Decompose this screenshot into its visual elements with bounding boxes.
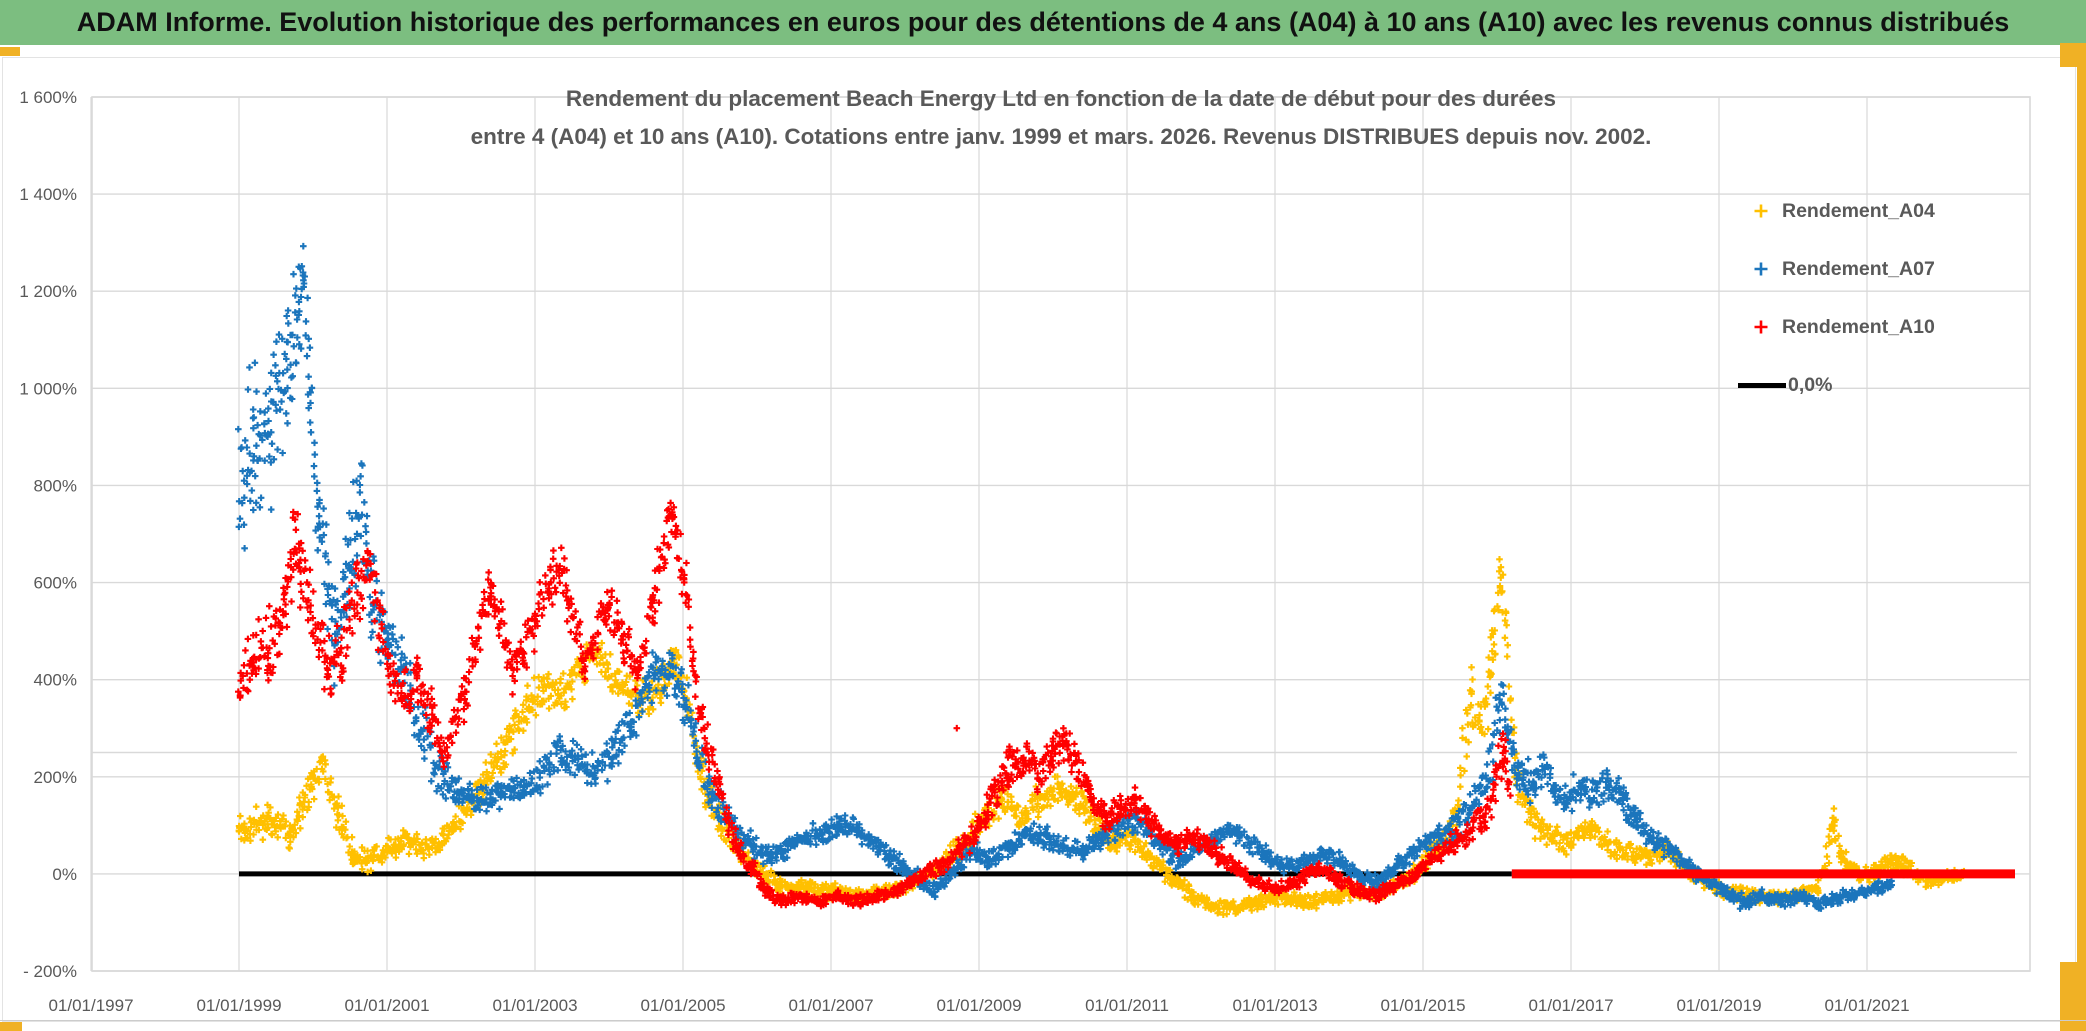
- bottom-divider: [0, 1020, 2086, 1021]
- series-Rendement_A10: [235, 499, 1514, 910]
- gold-right-bar: [2077, 45, 2086, 1031]
- svg-text:1 400%: 1 400%: [19, 185, 77, 204]
- y-tick-labels: 1 600% 1 400% 1 200% 1 000% 800% 600% 400% 200%…: [19, 88, 77, 981]
- plus-marker-icon: [1754, 204, 1768, 218]
- zero-line-swatch: [1738, 382, 1786, 388]
- page-title-bar: ADAM Informe. Evolution historique des p…: [0, 0, 2086, 45]
- svg-text:01/01/2015: 01/01/2015: [1380, 996, 1465, 1015]
- legend-label: Rendement_A10: [1782, 315, 1935, 338]
- svg-text:600%: 600%: [34, 574, 77, 593]
- legend-label: Rendement_A07: [1782, 257, 1935, 280]
- x-tick-labels: 01/01/1997 01/01/1999 01/01/2001 01/01/2003…: [48, 996, 1909, 1015]
- svg-text:01/01/2003: 01/01/2003: [492, 996, 577, 1015]
- gold-bottom-left-tab: [0, 1022, 22, 1031]
- svg-text:01/01/2011: 01/01/2011: [1085, 996, 1169, 1015]
- svg-text:0%: 0%: [52, 865, 77, 884]
- svg-text:01/01/2021: 01/01/2021: [1824, 996, 1909, 1015]
- svg-text:01/01/2013: 01/01/2013: [1232, 996, 1317, 1015]
- plus-marker-icon: [1754, 320, 1768, 334]
- gold-top-right-corner: [2060, 43, 2086, 67]
- page-title: ADAM Informe. Evolution historique des p…: [76, 7, 2010, 37]
- chart-canvas: 1 600% 1 400% 1 200% 1 000% 800% 600% 400% 200%…: [19, 88, 2031, 1015]
- svg-text:800%: 800%: [34, 476, 77, 495]
- svg-text:01/01/1997: 01/01/1997: [48, 996, 133, 1015]
- svg-text:- 200%: - 200%: [23, 962, 77, 981]
- svg-text:1 000%: 1 000%: [19, 379, 77, 398]
- svg-text:01/01/2009: 01/01/2009: [936, 996, 1021, 1015]
- gold-bottom-right-corner: [2060, 962, 2086, 1031]
- plus-marker-icon: [1754, 262, 1768, 276]
- svg-text:01/01/2019: 01/01/2019: [1676, 996, 1761, 1015]
- legend: Rendement_A04 Rendement_A07 Rendement_A1…: [1735, 182, 2035, 414]
- v-gridlines: [90, 97, 1868, 971]
- chart-title-line2: entre 4 (A04) et 10 ans (A10). Cotations…: [470, 124, 1652, 149]
- svg-text:01/01/2001: 01/01/2001: [344, 996, 429, 1015]
- svg-text:1 200%: 1 200%: [19, 282, 77, 301]
- legend-item-zero: 0,0%: [1735, 356, 2035, 414]
- legend-item-a07: Rendement_A07: [1735, 240, 2035, 298]
- gold-top-left-tab: [0, 47, 20, 56]
- chart-title-line1: Rendement du placement Beach Energy Ltd …: [565, 86, 1557, 111]
- svg-text:01/01/2007: 01/01/2007: [788, 996, 873, 1015]
- svg-text:400%: 400%: [34, 671, 77, 690]
- legend-label: 0,0%: [1788, 373, 1833, 396]
- legend-item-a10: Rendement_A10: [1735, 298, 2035, 356]
- svg-text:01/01/1999: 01/01/1999: [196, 996, 281, 1015]
- svg-text:1 600%: 1 600%: [19, 88, 77, 107]
- svg-text:01/01/2005: 01/01/2005: [640, 996, 725, 1015]
- series-Rendement_A07: [235, 242, 1895, 912]
- plot-border: [91, 96, 2031, 972]
- legend-label: Rendement_A04: [1782, 199, 1935, 222]
- svg-text:01/01/2017: 01/01/2017: [1528, 996, 1613, 1015]
- chart-title: Rendement du placement Beach Energy Ltd …: [92, 80, 2030, 156]
- legend-item-a04: Rendement_A04: [1735, 182, 2035, 240]
- svg-text:200%: 200%: [34, 768, 77, 787]
